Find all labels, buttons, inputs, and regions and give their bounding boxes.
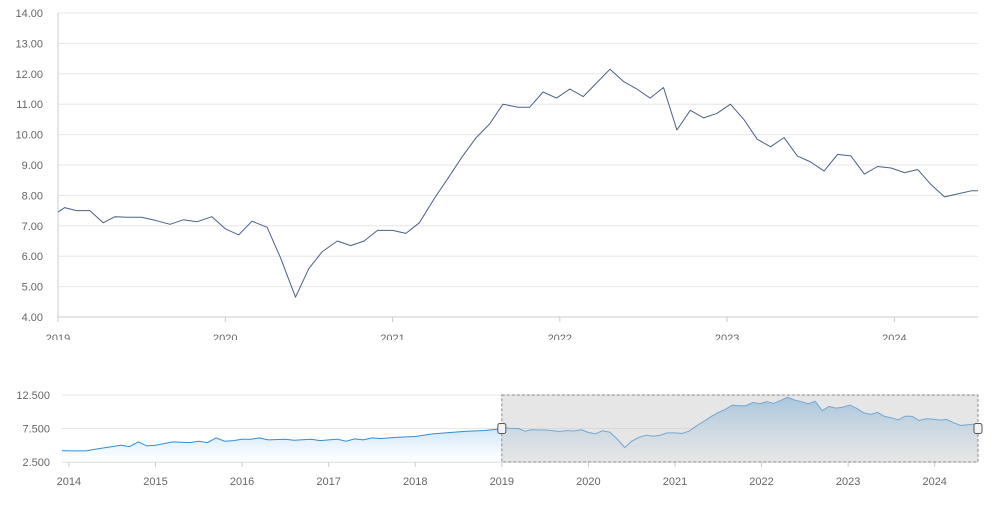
navigator-line [61,396,978,452]
x-tick-label: 2021 [380,333,404,340]
navigator-chart[interactable]: 2.500 7.500 12.500 2014 2015 2016 2017 2018 2019… [0,378,996,508]
y-tick-label: 11.00 [16,99,43,111]
y-tick-label: 9.00 [22,160,43,172]
y-tick-label: 12.00 [15,69,43,81]
main-line-chart: 4.00 5.00 6.00 7.00 8.00 9.00 10.00 11.00 12.00 1… [15,8,978,340]
nav-x-tick-label: 2018 [403,476,427,488]
y-tick-label: 8.00 [22,190,43,202]
y-tick-label: 6.00 [22,251,43,263]
nav-y-tick-label: 7.500 [22,424,50,436]
y-tick-label: 4.00 [22,312,43,324]
nav-x-tick-label: 2017 [316,476,340,488]
x-tick-label: 2022 [548,333,572,340]
nav-x-tick-label: 2019 [490,476,514,488]
navigator-selection[interactable] [501,394,979,463]
nav-y-tick-label: 12.500 [16,390,50,402]
y-tick-label: 7.00 [22,221,43,233]
nav-x-tick-label: 2015 [143,476,167,488]
nav-x-tick-label: 2021 [663,476,687,488]
nav-x-tick-label: 2020 [576,476,600,488]
x-tick-label: 2019 [46,333,70,340]
nav-x-tick-label: 2016 [230,476,254,488]
nav-y-tick-label: 2.500 [22,457,50,469]
x-tick-label: 2020 [213,333,237,340]
y-tick-label: 10.00 [15,130,43,142]
x-tick-label: 2023 [715,333,739,340]
y-tick-label: 13.00 [15,38,43,50]
nav-x-tick-label: 2023 [836,476,860,488]
nav-x-tick-label: 2024 [922,476,946,488]
nav-x-tick-label: 2014 [57,476,81,488]
navigator-right-handle[interactable] [973,423,983,434]
series-line [57,68,978,298]
y-tick-label: 14.00 [15,8,43,20]
x-tick-label: 2024 [882,333,906,340]
nav-x-tick-label: 2022 [749,476,773,488]
y-tick-label: 5.00 [22,282,43,294]
navigator-left-handle[interactable] [497,423,507,434]
